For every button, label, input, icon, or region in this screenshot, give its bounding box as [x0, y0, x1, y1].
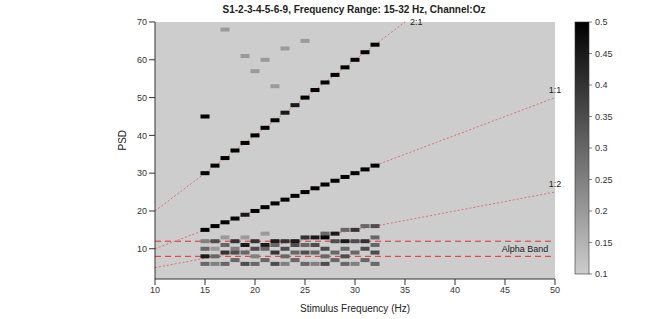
svg-text:20: 20: [250, 285, 260, 295]
svg-text:0.25: 0.25: [595, 175, 613, 185]
svg-text:10: 10: [137, 244, 147, 254]
svg-text:0.3: 0.3: [595, 143, 608, 153]
svg-text:0.4: 0.4: [595, 80, 608, 90]
svg-text:0.2: 0.2: [595, 206, 608, 216]
svg-text:35: 35: [400, 285, 410, 295]
html-text:S1-2-3-4-5-6-9, Frequency Rang: S1-2-3-4-5-6-9, Frequency Range: 15-32 H…: [222, 4, 486, 15]
svg-text:0.45: 0.45: [595, 49, 613, 59]
svg-text:1:2: 1:2: [549, 179, 562, 189]
svg-text:0.5: 0.5: [595, 17, 608, 27]
svg-text:0.35: 0.35: [595, 112, 613, 122]
svg-text:40: 40: [450, 285, 460, 295]
svg-text:25: 25: [300, 285, 310, 295]
svg-text:10: 10: [150, 285, 160, 295]
svg-text:20: 20: [137, 206, 147, 216]
svg-text:0.15: 0.15: [595, 238, 613, 248]
svg-text:40: 40: [137, 131, 147, 141]
svg-text:30: 30: [350, 285, 360, 295]
svg-text:70: 70: [137, 17, 147, 27]
svg-text:50: 50: [137, 93, 147, 103]
svg-text:0.1: 0.1: [595, 269, 608, 279]
svg-text:Stimulus Frequency (Hz): Stimulus Frequency (Hz): [300, 303, 410, 314]
svg-text:45: 45: [500, 285, 510, 295]
svg-text:PSD: PSD: [117, 130, 128, 151]
svg-text:50: 50: [550, 285, 560, 295]
svg-text:Alpha Band: Alpha Band: [502, 244, 549, 254]
svg-text:60: 60: [137, 55, 147, 65]
svg-text:15: 15: [200, 285, 210, 295]
svg-text:2:1: 2:1: [410, 17, 423, 27]
svg-text:1:1: 1:1: [549, 85, 562, 95]
svg-text:30: 30: [137, 168, 147, 178]
